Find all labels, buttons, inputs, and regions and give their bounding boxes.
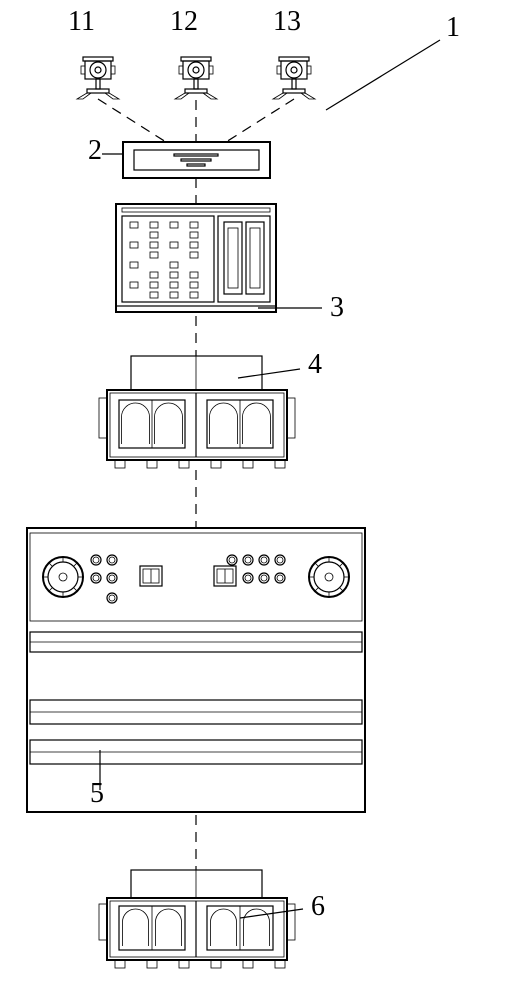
label-L2: 2 — [88, 135, 102, 166]
label-L1: 1 — [446, 12, 460, 43]
link-line — [226, 99, 294, 142]
label-L5: 5 — [90, 778, 104, 809]
switch-module-top — [99, 356, 295, 468]
label-L12: 12 — [170, 6, 198, 37]
cam12 — [175, 57, 217, 99]
cam13 — [273, 57, 315, 99]
leader-4 — [238, 369, 300, 378]
cam11 — [77, 57, 119, 99]
leader-6 — [240, 909, 303, 918]
label-L3: 3 — [330, 292, 344, 323]
label-L6: 6 — [311, 891, 325, 922]
plc-panel — [116, 204, 276, 312]
leader-1 — [326, 40, 440, 110]
switch-module-bottom — [99, 870, 295, 968]
label-L4: 4 — [308, 349, 322, 380]
display-module — [123, 142, 270, 178]
label-L11: 11 — [68, 6, 95, 37]
main-chassis — [27, 528, 365, 812]
label-L13: 13 — [273, 6, 301, 37]
link-line — [98, 99, 166, 142]
